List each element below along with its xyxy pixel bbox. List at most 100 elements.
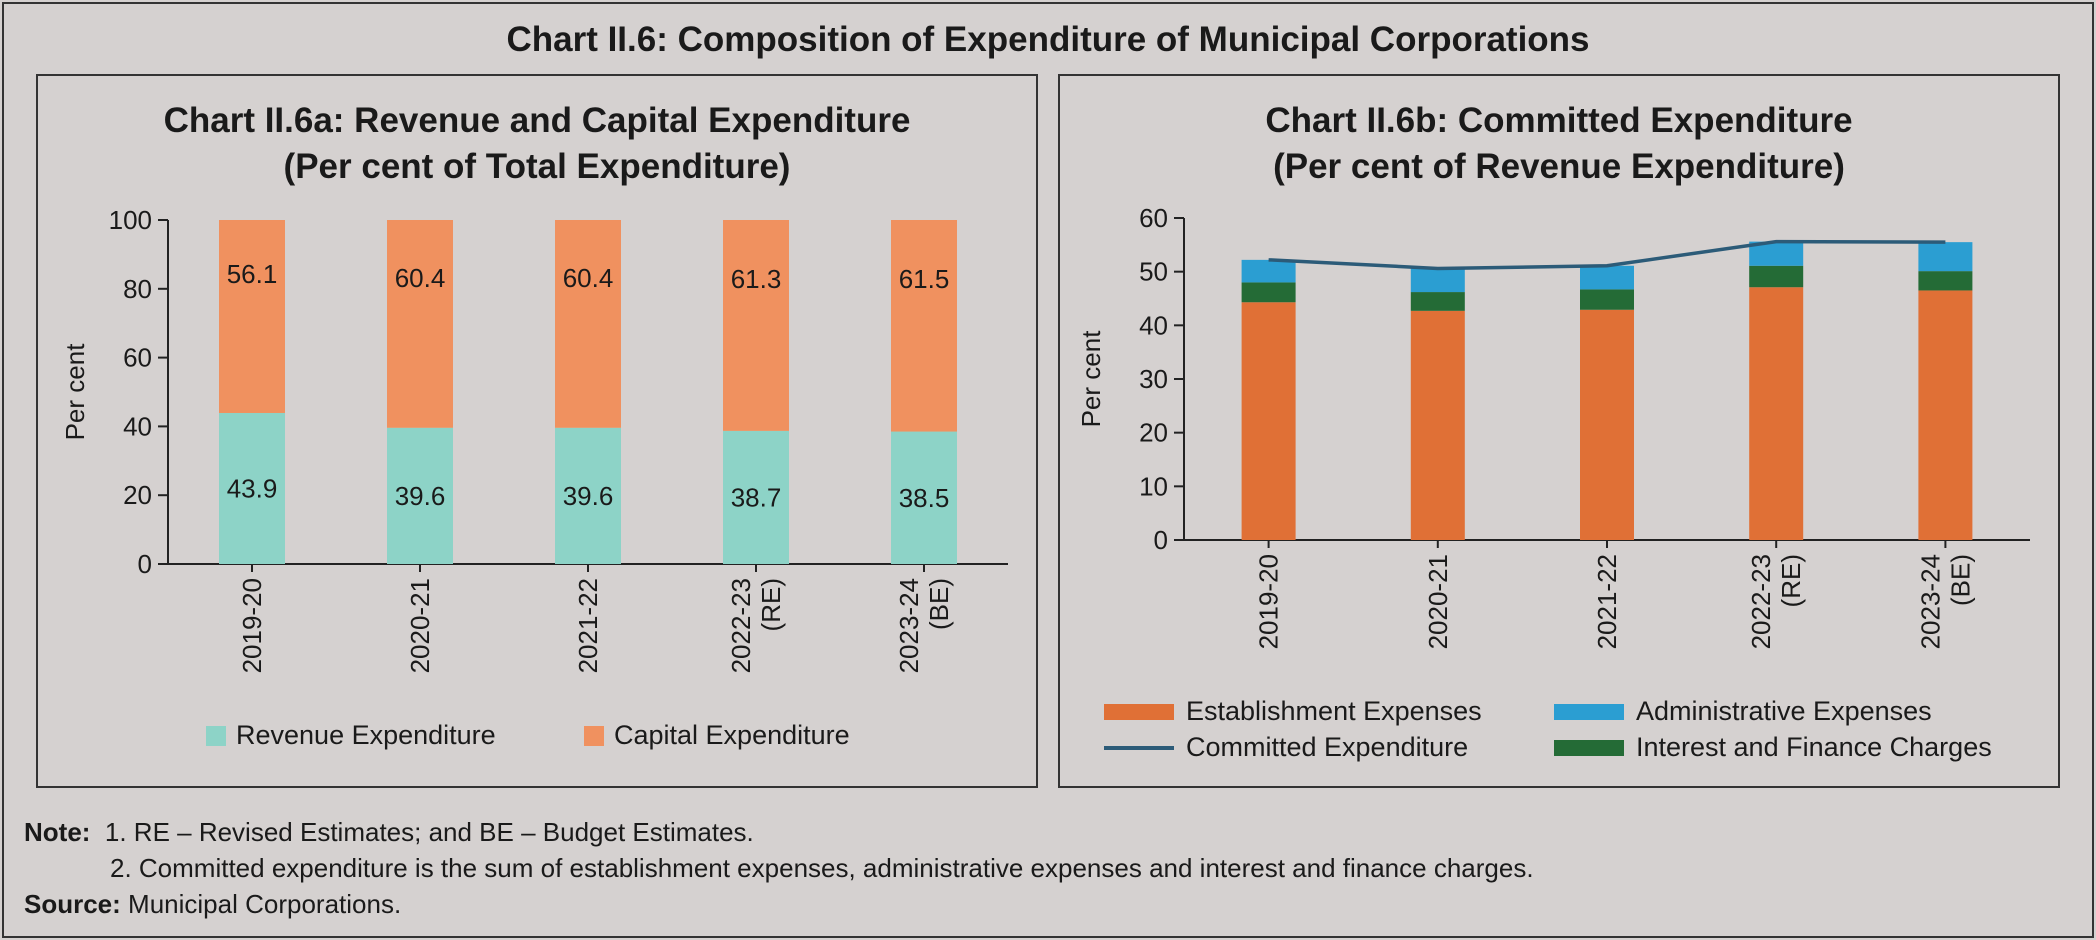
- x-tick-label-line: 2020-21: [1423, 554, 1453, 649]
- chart-b-title-line1: Chart II.6b: Committed Expenditure: [1265, 101, 1853, 140]
- bar-segment: [1749, 265, 1804, 288]
- y-tick-label: 20: [1139, 418, 1168, 448]
- chart-b-title: Chart II.6b: Committed Expenditure (Per …: [1060, 98, 2058, 190]
- legend-item-establishment: Establishment Expenses: [1104, 696, 1482, 727]
- x-tick-label-line: (RE): [756, 578, 786, 631]
- legend-swatch-establishment: [1104, 703, 1174, 720]
- legend-label-committed: Committed Expenditure: [1186, 732, 1469, 762]
- legend-label-interest: Interest and Finance Charges: [1636, 732, 1992, 762]
- x-tick-label-line: 2019-20: [1254, 554, 1284, 649]
- x-tick-label-line: 2021-22: [573, 578, 603, 673]
- y-tick-label: 20: [123, 480, 152, 510]
- y-axis-title: Per cent: [1076, 330, 1106, 428]
- x-tick-label: 2023-24(BE): [894, 578, 954, 673]
- legend-swatch-interest: [1554, 739, 1624, 756]
- note-label: Note:: [24, 817, 91, 847]
- legend-swatch-committed: [1104, 745, 1174, 750]
- note-row-2: 2. Committed expenditure is the sum of e…: [24, 850, 1534, 886]
- x-tick-label: 2019-20: [1254, 554, 1284, 649]
- bar-segment: [1241, 259, 1296, 283]
- bar-segment: [1241, 302, 1296, 540]
- chart-a-plot: 0 20 40 60 80 100 Per cent 43.9 56.1 2019-20 39.6 6…: [60, 205, 1008, 673]
- bar-data-label: 38.5: [899, 483, 950, 513]
- bar-segment: [723, 430, 789, 564]
- y-tick-label: 0: [1154, 525, 1168, 555]
- x-tick-label-line: (BE): [1945, 554, 1975, 606]
- bar-segment: [723, 220, 789, 431]
- legend-label-administrative: Administrative Expenses: [1636, 696, 1932, 726]
- committed-expenditure-line: [1268, 239, 1946, 271]
- source-text: Municipal Corporations.: [128, 889, 402, 919]
- bar-segment: [1580, 265, 1634, 290]
- x-tick-label-line: 2022-23: [1746, 554, 1776, 649]
- bar-segment: [1580, 289, 1634, 310]
- note-row-1: Note: 1. RE – Revised Estimates; and BE …: [24, 814, 1534, 850]
- chart-a-title-line2: (Per cent of Total Expenditure): [283, 147, 791, 186]
- bar-segment: [219, 412, 285, 564]
- chart-b-plot: 0 10 20 30 40 50 60 Per cent 2019-20 2020-21 2021-…: [1076, 203, 2030, 649]
- y-axis-title: Per cent: [60, 343, 90, 441]
- bar-segment: [891, 220, 957, 432]
- bar-data-label: 38.7: [731, 482, 782, 512]
- chart-panel-revenue-capital: Chart II.6a: Revenue and Capital Expendi…: [36, 74, 1038, 788]
- x-tick-label: 2021-22: [573, 578, 603, 673]
- legend-item-committed: Committed Expenditure: [1104, 732, 1468, 763]
- bar-segment: [1918, 242, 1973, 272]
- bar-data-label: 61.5: [899, 264, 950, 294]
- x-tick-label-line: 2021-22: [1592, 554, 1622, 649]
- legend-item-capital: Capital Expenditure: [584, 720, 850, 751]
- bar-data-label: 56.1: [227, 259, 278, 289]
- x-tick-label-line: 2023-24: [894, 578, 924, 673]
- y-tick-label: 40: [1139, 310, 1168, 340]
- bar-segment: [1410, 292, 1465, 311]
- bar-data-label: 60.4: [395, 263, 446, 293]
- bar-data-label: 60.4: [563, 263, 614, 293]
- bar-data-label: 43.9: [227, 473, 278, 503]
- bar-segment: [1918, 290, 1973, 540]
- bar-data-label: 61.3: [731, 264, 782, 294]
- legend-item-revenue: Revenue Expenditure: [206, 720, 496, 751]
- bar-data-label: 39.6: [395, 481, 446, 511]
- x-tick-label: 2022-23(RE): [1746, 554, 1806, 649]
- bar-data-label: 39.6: [563, 481, 614, 511]
- y-tick-label: 10: [1139, 471, 1168, 501]
- legend-swatch-revenue: [206, 725, 226, 746]
- bar-segment: [1410, 310, 1465, 540]
- source-label: Source:: [24, 889, 121, 919]
- bar-segment: [891, 431, 957, 564]
- bar-segment: [555, 427, 621, 564]
- chart-a-title-line1: Chart II.6a: Revenue and Capital Expendi…: [163, 101, 911, 140]
- note-2: 2. Committed expenditure is the sum of e…: [110, 853, 1534, 883]
- chart-panel-committed: Chart II.6b: Committed Expenditure (Per …: [1058, 74, 2060, 788]
- bar-segment: [1410, 268, 1465, 293]
- legend-swatch-administrative: [1554, 703, 1624, 720]
- x-tick-label: 2022-23(RE): [726, 578, 786, 673]
- x-tick-label-line: (RE): [1776, 554, 1806, 607]
- y-tick-label: 100: [109, 205, 152, 235]
- bar-segment: [1580, 309, 1634, 540]
- bar-segment: [555, 220, 621, 428]
- legend-label-capital: Capital Expenditure: [614, 720, 850, 750]
- y-tick-label: 0: [138, 549, 152, 579]
- figure-title: Chart II.6: Composition of Expenditure o…: [506, 20, 1590, 59]
- x-tick-label-line: 2022-23: [726, 578, 756, 673]
- legend-label-establishment: Establishment Expenses: [1186, 696, 1482, 726]
- x-tick-label: 2020-21: [405, 578, 435, 673]
- chart-a-title: Chart II.6a: Revenue and Capital Expendi…: [38, 98, 1036, 190]
- y-tick-label: 80: [123, 274, 152, 304]
- legend-label-revenue: Revenue Expenditure: [236, 720, 496, 750]
- y-tick-label: 60: [1139, 203, 1168, 233]
- x-tick-label: 2023-24(BE): [1915, 554, 1975, 649]
- x-tick-label-line: 2020-21: [405, 578, 435, 673]
- x-tick-label: 2020-21: [1423, 554, 1453, 649]
- bar-segment: [219, 220, 285, 413]
- x-tick-label-line: (BE): [924, 578, 954, 630]
- bar-segment: [387, 220, 453, 428]
- bar-segment: [1918, 271, 1973, 291]
- source-row: Source: Municipal Corporations.: [24, 886, 1534, 922]
- x-tick-label-line: 2023-24: [1915, 554, 1945, 649]
- y-tick-label: 60: [123, 343, 152, 373]
- y-tick-label: 30: [1139, 364, 1168, 394]
- x-tick-label-line: 2019-20: [237, 578, 267, 673]
